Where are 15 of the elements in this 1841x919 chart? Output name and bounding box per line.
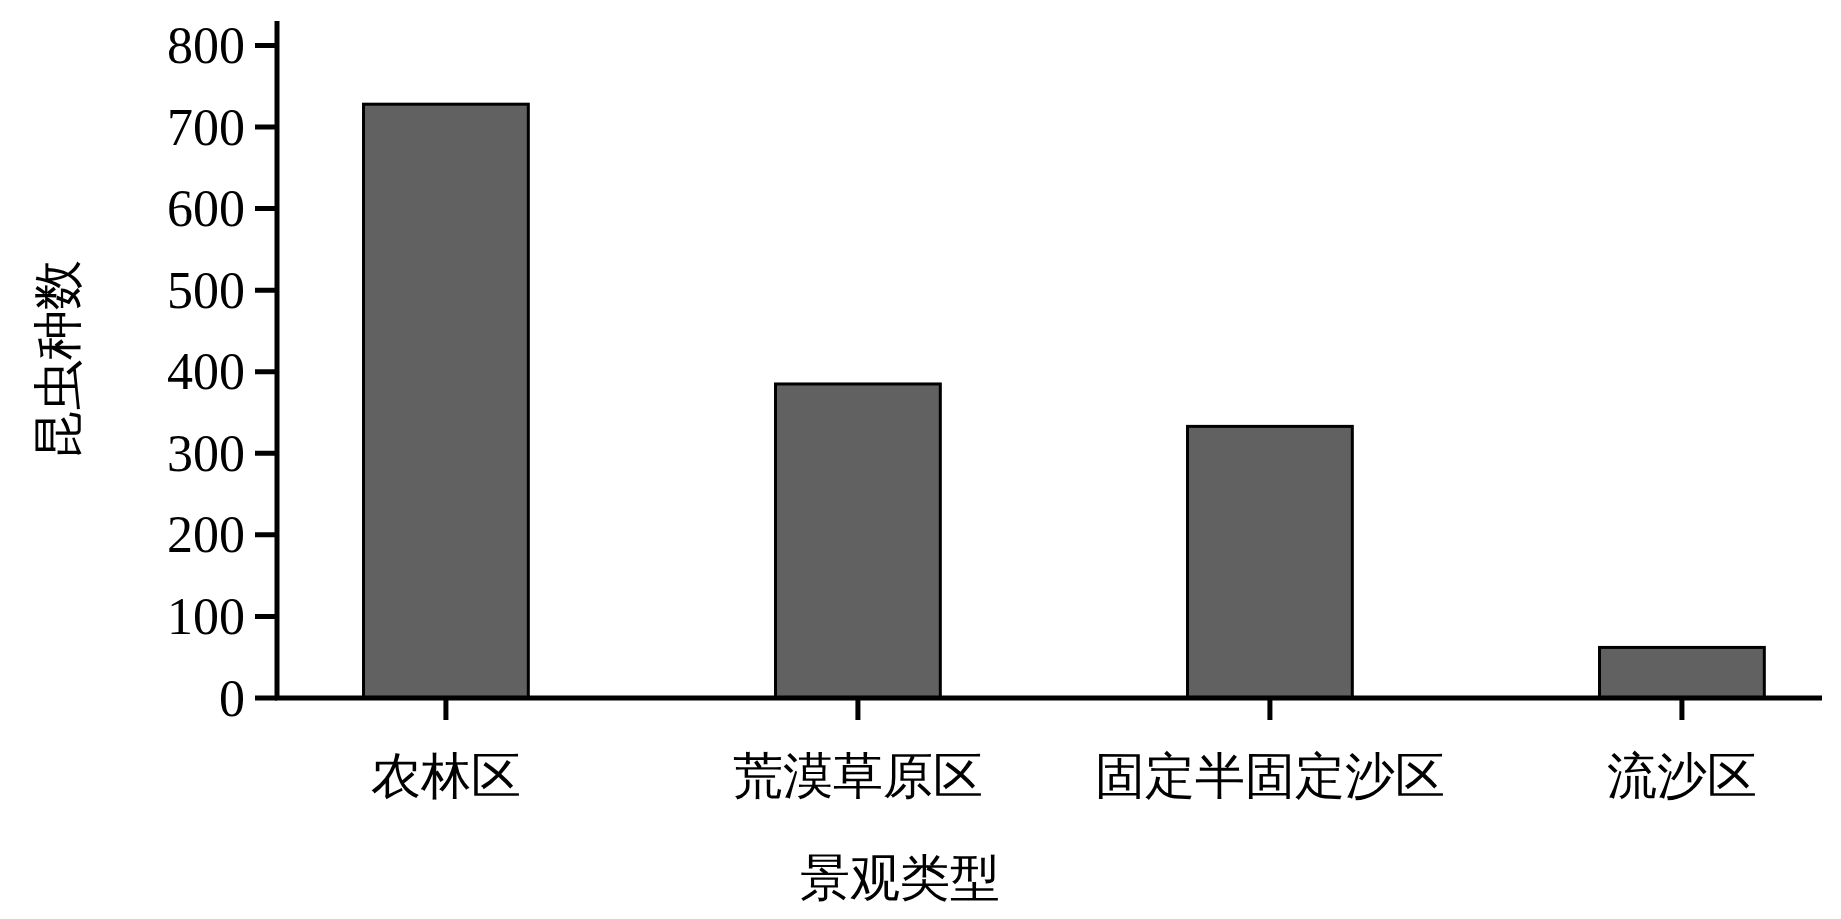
- y-tick-label: 600: [167, 180, 245, 238]
- x-tick-label: 农林区: [370, 748, 521, 804]
- y-tick-label: 400: [167, 343, 245, 401]
- x-tick-label: 固定半固定沙区: [1094, 748, 1445, 804]
- y-tick-label: 100: [167, 587, 245, 645]
- y-tick-label: 500: [167, 261, 245, 319]
- y-tick-label: 0: [219, 669, 245, 727]
- y-tick-label: 300: [167, 424, 245, 482]
- y-tick-label: 800: [167, 16, 245, 74]
- x-tick-label: 流沙区: [1606, 748, 1757, 804]
- x-axis-title: 景观类型: [799, 850, 1000, 906]
- y-tick-label: 700: [167, 98, 245, 156]
- y-tick-label: 200: [167, 506, 245, 564]
- y-axis-title: 昆虫种数: [30, 259, 86, 460]
- x-tick-label: 荒漠草原区: [732, 748, 983, 804]
